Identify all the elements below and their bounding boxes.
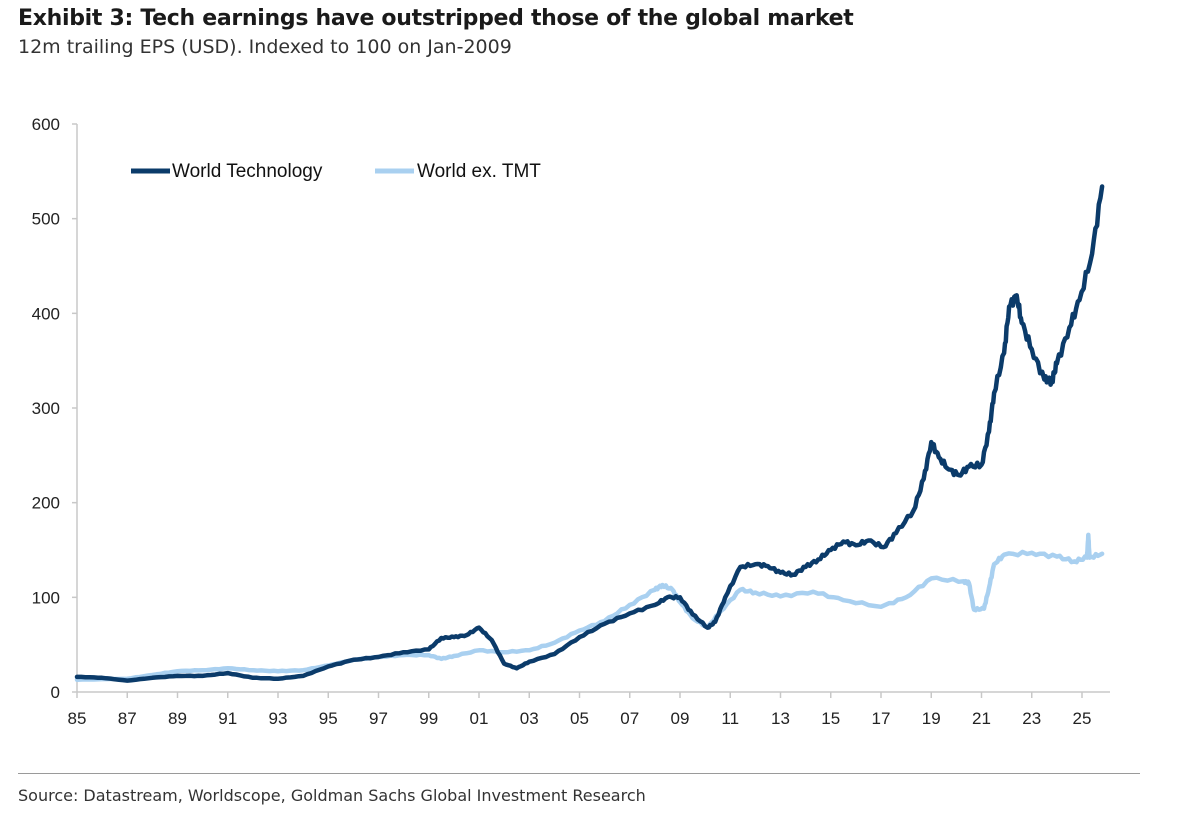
- legend-label-world-technology: World Technology: [172, 161, 323, 182]
- x-tick-label: 05: [570, 709, 589, 728]
- y-tick-label: 600: [32, 115, 60, 134]
- x-tick-label: 91: [218, 709, 237, 728]
- x-tick-label: 01: [470, 709, 489, 728]
- x-tick-label: 03: [520, 709, 539, 728]
- legend-label-world-ex-tmt: World ex. TMT: [417, 161, 541, 182]
- x-tick-label: 07: [620, 709, 639, 728]
- x-tick-label: 25: [1073, 709, 1092, 728]
- y-tick-label: 100: [32, 588, 60, 607]
- x-tick-label: 17: [872, 709, 891, 728]
- x-tick-label: 87: [118, 709, 137, 728]
- x-tick-label: 21: [972, 709, 991, 728]
- x-tick-label: 99: [419, 709, 438, 728]
- footer-divider: [18, 773, 1140, 774]
- x-tick-label: 15: [821, 709, 840, 728]
- x-tick-label: 97: [369, 709, 388, 728]
- x-tick-label: 23: [1022, 709, 1041, 728]
- source-note: Source: Datastream, Worldscope, Goldman …: [18, 786, 646, 805]
- x-tick-label: 19: [922, 709, 941, 728]
- x-tick-label: 89: [168, 709, 187, 728]
- x-tick-label: 11: [721, 709, 739, 728]
- x-tick-label: 93: [269, 709, 288, 728]
- chart-title: Exhibit 3: Tech earnings have outstrippe…: [18, 6, 854, 31]
- series-line-world-technology: [74, 184, 1105, 683]
- x-tick-label: 85: [68, 709, 87, 728]
- y-tick-label: 200: [32, 494, 60, 513]
- y-tick-label: 0: [51, 683, 60, 702]
- x-tick-label: 13: [771, 709, 790, 728]
- y-tick-label: 500: [32, 210, 60, 229]
- y-tick-label: 400: [32, 304, 60, 323]
- chart-subtitle: 12m trailing EPS (USD). Indexed to 100 o…: [18, 36, 512, 58]
- series-line-world-ex-tmt: [74, 532, 1105, 682]
- x-tick-label: 95: [319, 709, 338, 728]
- y-tick-label: 300: [32, 399, 60, 418]
- x-tick-label: 09: [671, 709, 690, 728]
- legend: World Technology World ex. TMT: [131, 161, 541, 182]
